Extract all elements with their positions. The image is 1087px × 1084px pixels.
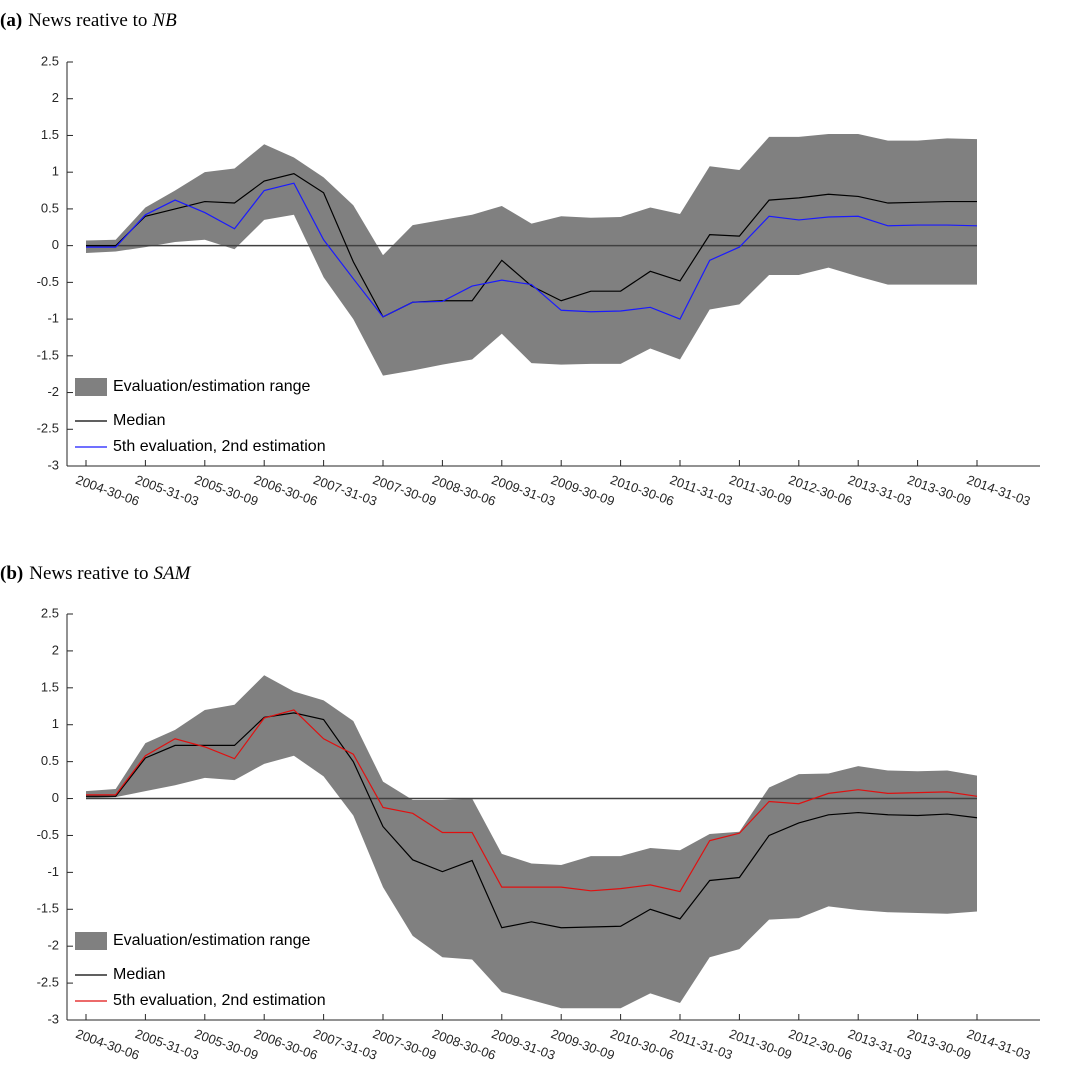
series-line bbox=[86, 182, 978, 320]
x-tick-label: 2009-31-03 bbox=[490, 1026, 558, 1063]
x-tick-label: 2011-30-09 bbox=[727, 472, 794, 509]
title-emphasis: SAM bbox=[153, 563, 191, 584]
y-tick-label: -0.5 bbox=[37, 827, 59, 842]
x-tick-label: 2013-31-03 bbox=[846, 472, 914, 509]
x-tick-label: 2012-30-06 bbox=[787, 1026, 855, 1063]
x-tick-label: 2011-31-03 bbox=[668, 472, 735, 509]
legend-label: 5th evaluation, 2nd estimation bbox=[113, 992, 326, 1009]
y-tick-label: -1.5 bbox=[37, 347, 59, 362]
legend-swatch bbox=[75, 378, 107, 396]
y-tick-label: 2 bbox=[52, 90, 59, 105]
title-text: News reative to bbox=[28, 10, 147, 31]
x-tick-label: 2006-30-06 bbox=[252, 1026, 320, 1063]
y-tick-label: 1 bbox=[52, 716, 59, 731]
y-tick-label: -1 bbox=[47, 311, 59, 326]
x-tick-label: 2004-30-06 bbox=[74, 1026, 142, 1063]
title-text: News reative to bbox=[29, 563, 148, 584]
legend-label: 5th evaluation, 2nd estimation bbox=[113, 438, 326, 455]
y-tick-label: 0.5 bbox=[41, 200, 59, 215]
x-tick-label: 2009-30-09 bbox=[549, 1026, 617, 1063]
series-line bbox=[86, 173, 977, 318]
x-tick-label: 2013-30-09 bbox=[905, 1026, 973, 1063]
y-tick-label: 2.5 bbox=[41, 53, 59, 68]
x-tick-label: 2011-31-03 bbox=[668, 1026, 735, 1063]
x-tick-label: 2009-31-03 bbox=[490, 472, 558, 509]
legend-label: Median bbox=[113, 966, 165, 983]
panel-title: (a) News reative to NB bbox=[0, 10, 177, 31]
x-tick-label: 2009-30-09 bbox=[549, 472, 617, 509]
x-tick-label: 2005-30-09 bbox=[193, 472, 261, 509]
y-tick-label: 0 bbox=[52, 237, 59, 252]
y-tick-label: -3 bbox=[47, 457, 59, 472]
x-tick-label: 2007-31-03 bbox=[311, 1026, 379, 1063]
x-tick-label: 2012-30-06 bbox=[787, 472, 855, 509]
range-band bbox=[86, 675, 977, 1009]
y-tick-label: 1.5 bbox=[41, 127, 59, 142]
panel-label: (b) bbox=[0, 563, 23, 584]
y-tick-label: -2.5 bbox=[37, 975, 59, 990]
y-tick-label: 0 bbox=[52, 790, 59, 805]
x-tick-label: 2008-30-06 bbox=[430, 1026, 498, 1063]
y-tick-label: -2 bbox=[47, 938, 59, 953]
y-tick-label: 1 bbox=[52, 164, 59, 179]
y-tick-label: -3 bbox=[47, 1011, 59, 1026]
x-tick-label: 2010-30-06 bbox=[608, 1026, 676, 1063]
x-tick-label: 2005-30-09 bbox=[193, 1026, 261, 1063]
y-tick-label: -2 bbox=[47, 384, 59, 399]
y-tick-label: 0.5 bbox=[41, 753, 59, 768]
x-tick-label: 2014-31-03 bbox=[965, 472, 1033, 509]
x-tick-label: 2014-31-03 bbox=[965, 1026, 1033, 1063]
y-tick-label: 2.5 bbox=[41, 605, 59, 620]
x-tick-label: 2013-30-09 bbox=[905, 472, 973, 509]
x-tick-label: 2005-31-03 bbox=[133, 472, 201, 509]
panel-label: (a) bbox=[0, 10, 22, 31]
series-line bbox=[86, 709, 978, 893]
y-tick-label: -2.5 bbox=[37, 421, 59, 436]
y-tick-label: -1.5 bbox=[37, 901, 59, 916]
title-emphasis: NB bbox=[151, 10, 177, 31]
y-tick-label: 2 bbox=[52, 642, 59, 657]
x-tick-label: 2007-30-09 bbox=[371, 472, 439, 509]
legend-swatch bbox=[75, 932, 107, 950]
legend-label: Evaluation/estimation range bbox=[113, 932, 311, 949]
panel-title: (b) News reative to SAM bbox=[0, 563, 192, 584]
x-tick-label: 2006-30-06 bbox=[252, 472, 320, 509]
x-tick-label: 2007-31-03 bbox=[311, 472, 379, 509]
legend-label: Evaluation/estimation range bbox=[113, 378, 311, 395]
x-tick-label: 2005-31-03 bbox=[133, 1026, 201, 1063]
y-tick-label: -1 bbox=[47, 864, 59, 879]
y-tick-label: 1.5 bbox=[41, 679, 59, 694]
series-line bbox=[86, 712, 978, 929]
x-tick-label: 2013-31-03 bbox=[846, 1026, 914, 1063]
x-tick-label: 2011-30-09 bbox=[727, 1026, 794, 1063]
legend-label: Median bbox=[113, 412, 165, 429]
x-tick-label: 2010-30-06 bbox=[608, 472, 676, 509]
x-tick-label: 2007-30-09 bbox=[371, 1026, 439, 1063]
x-tick-label: 2004-30-06 bbox=[74, 472, 142, 509]
y-tick-label: -0.5 bbox=[37, 274, 59, 289]
x-tick-label: 2008-30-06 bbox=[430, 472, 498, 509]
range-band bbox=[86, 133, 977, 376]
